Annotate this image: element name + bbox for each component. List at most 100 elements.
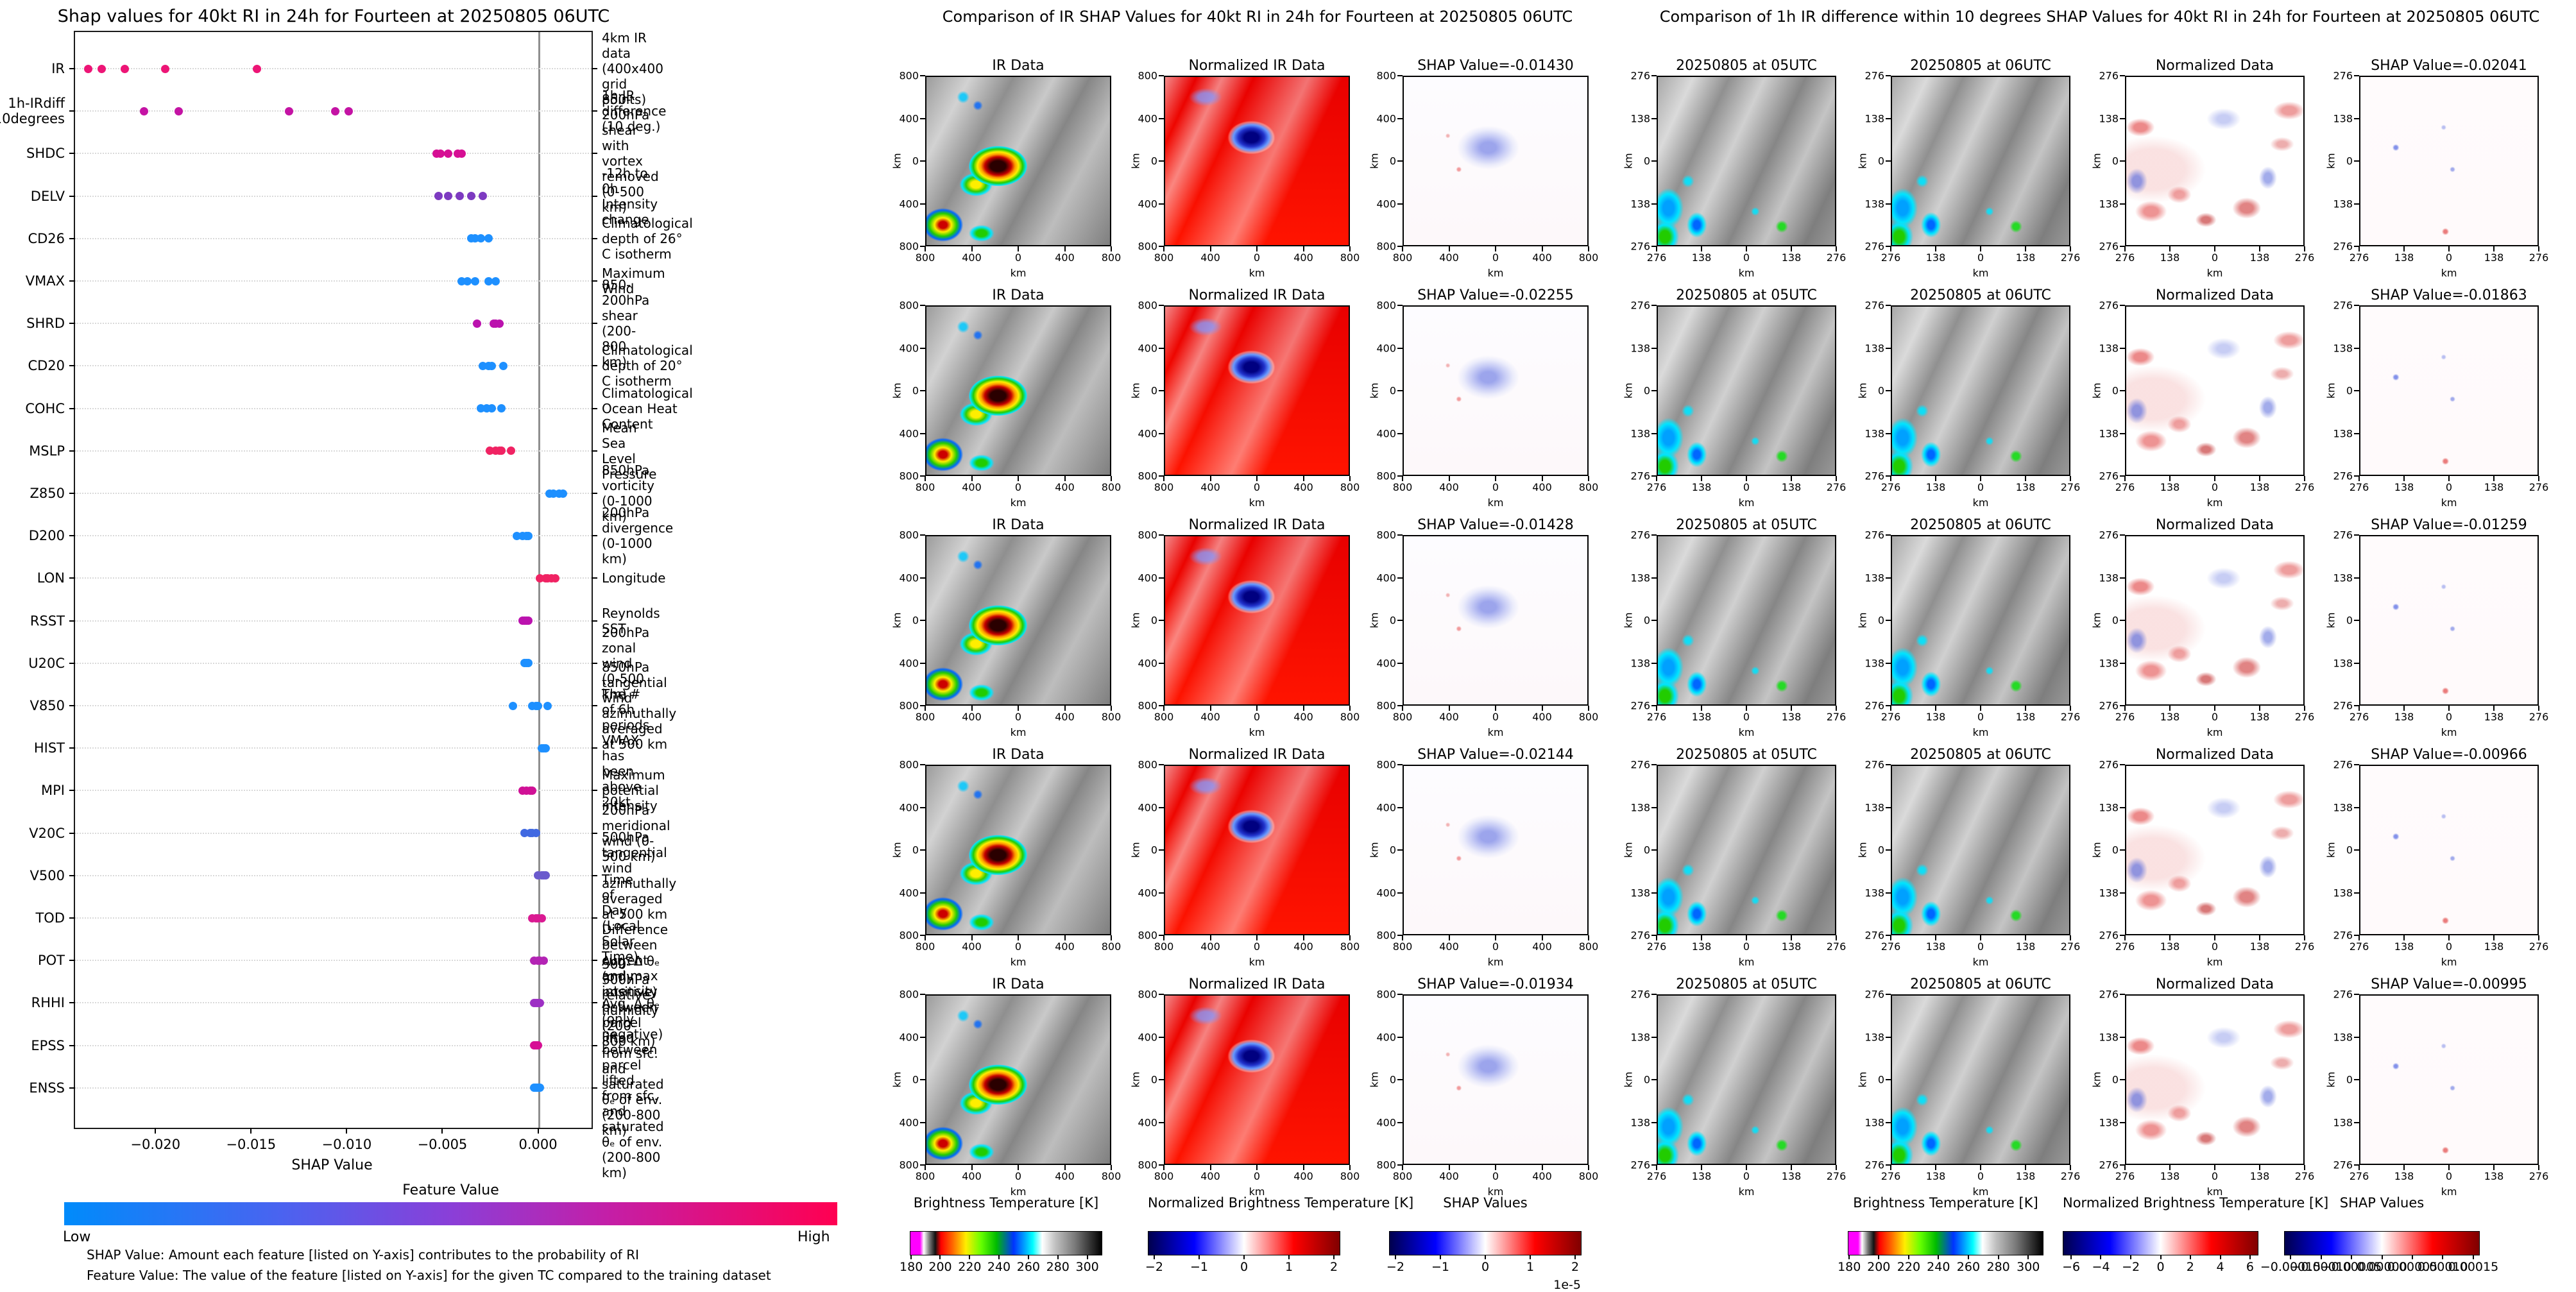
x-tick-mark (2124, 476, 2126, 481)
shap-dot (491, 276, 500, 285)
x-tick-mark (1256, 476, 1258, 481)
y-tick-label: 800 (1376, 470, 1396, 482)
y-tick-mark (1159, 75, 1164, 76)
y-axis-label-km: km (891, 382, 903, 399)
x-tick-label: 276 (1881, 481, 1901, 493)
shap-dot (436, 149, 445, 158)
x-tick-label: 0 (1014, 251, 1022, 264)
y-tick-mark (2354, 620, 2359, 621)
x-tick-mark (2493, 246, 2495, 251)
x-tick-mark (2025, 1165, 2026, 1170)
y-tick-mark (592, 153, 597, 155)
colorbar-tick-label: 1 (1526, 1260, 1535, 1274)
x-axis-label-km: km (2441, 726, 2457, 738)
y-tick-mark (592, 280, 597, 282)
y-tick-label: 276 (2333, 1159, 2353, 1171)
map-axes: 276 276 138 138 0 0 138 138 276 276 km km (2325, 529, 2549, 739)
x-tick-mark (2304, 1165, 2305, 1170)
y-tick-label: 138 (2333, 112, 2353, 124)
satellite-map (1164, 76, 1350, 246)
gridline (75, 237, 592, 239)
x-tick-mark (1163, 1165, 1164, 1170)
x-tick-mark (1018, 476, 1019, 481)
x-tick-label: 800 (1101, 940, 1122, 953)
x-tick-mark (925, 246, 926, 251)
x-tick-label: 800 (1154, 481, 1174, 493)
y-axis-label-km: km (1368, 612, 1381, 629)
x-tick-mark (2259, 476, 2260, 481)
y-tick-label: 276 (1630, 529, 1650, 541)
y-tick-label: 0 (1643, 844, 1650, 856)
x-tick-label: 800 (1154, 711, 1174, 723)
x-axis-label-km: km (1738, 497, 1755, 509)
shap-dot (121, 64, 130, 73)
beeswarm-plot-area: IR 4km IR data (400x400 grid points) 1h-IR… (0, 30, 693, 1180)
x-tick-mark (441, 1128, 443, 1134)
x-axis-label-km: km (1738, 267, 1755, 279)
map-axes: 276 276 138 138 0 0 138 138 276 276 km km (2091, 989, 2315, 1198)
x-tick-mark (1791, 476, 1792, 481)
feature-label: SHDC (26, 146, 65, 162)
colorbar-tick-label: 180 (1838, 1260, 1861, 1274)
colorbar-tick-label: 0 (1481, 1260, 1490, 1274)
shap-dot (457, 149, 466, 158)
x-tick-mark (1836, 706, 1837, 711)
y-tick-mark (1159, 1164, 1164, 1166)
shap-dot (537, 914, 546, 922)
y-axis-label-km: km (1622, 612, 1635, 629)
colorbar-tick-label: 0.00005 (2387, 1260, 2438, 1274)
y-tick-label: 400 (1138, 1031, 1157, 1043)
x-tick-mark (1935, 1165, 1936, 1170)
map-cell: 20250805 at 05UTC 276 276 138 138 0 0 138 138 276… (1623, 517, 1857, 747)
feature-label: IR (51, 60, 65, 76)
y-tick-mark (2120, 892, 2125, 894)
map-cell: 20250805 at 06UTC 276 276 138 138 0 0 138 138 276… (1857, 976, 2092, 1206)
y-tick-mark (592, 237, 597, 239)
x-tick-label: 400 (962, 481, 982, 493)
colorbar-tick-mark (2290, 1255, 2292, 1259)
y-tick-label: 0 (1877, 614, 1884, 627)
x-tick-mark (1495, 706, 1496, 711)
y-tick-mark (1886, 577, 1891, 579)
y-tick-label: 0 (1389, 844, 1396, 856)
x-tick-mark (1111, 1165, 1112, 1170)
x-tick-label: 276 (1881, 1170, 1901, 1182)
x-tick-label: 276 (1646, 481, 1667, 493)
x-tick-label: 276 (2529, 251, 2549, 264)
map-title: 20250805 at 05UTC (1676, 287, 1817, 303)
colorbar-tick-label: 2 (2186, 1260, 2194, 1274)
x-tick-mark (2538, 935, 2539, 940)
y-tick-label: 800 (1376, 529, 1396, 541)
colorbar-tick-label: 0.00000 (2357, 1260, 2407, 1274)
x-tick-label: 0 (1977, 1170, 1984, 1182)
y-tick-label: 0 (1877, 1073, 1884, 1086)
y-tick-mark (69, 153, 75, 155)
y-tick-mark (592, 323, 597, 325)
y-tick-label: 138 (1630, 1116, 1650, 1128)
x-tick-label: 276 (2115, 711, 2135, 723)
x-tick-mark (1448, 246, 1450, 251)
map-cell: Normalized IR Data 800 800 400 400 0 0 400 400 80… (1130, 517, 1369, 747)
x-tick-label: 0 (1492, 251, 1499, 264)
y-axis-label-km: km (2324, 1071, 2337, 1088)
map-title: SHAP Value=-0.01430 (1417, 58, 1574, 74)
colorbar-tick-mark (2442, 1255, 2444, 1259)
x-axis-label-km: km (1972, 1186, 1989, 1198)
y-tick-mark (1651, 849, 1657, 851)
x-tick-mark (1890, 476, 1891, 481)
x-tick-label: 800 (1154, 1170, 1174, 1182)
shap-dot (524, 616, 533, 625)
y-tick-mark (2120, 620, 2125, 621)
y-tick-label: 138 (1630, 1031, 1650, 1043)
y-tick-mark (1886, 1036, 1891, 1038)
colorbar-tick-mark (1848, 1255, 1850, 1259)
x-tick-label: 800 (915, 940, 935, 953)
y-tick-label: 0 (2346, 614, 2353, 627)
y-tick-label: 138 (1864, 1031, 1884, 1043)
map-cell: 20250805 at 05UTC 276 276 138 138 0 0 138 138 276… (1623, 58, 1857, 287)
y-tick-mark (1651, 764, 1657, 765)
satellite-map (925, 535, 1111, 706)
shap-dot (484, 234, 493, 243)
x-tick-label: 400 (1055, 711, 1075, 723)
x-tick-mark (2070, 1165, 2071, 1170)
